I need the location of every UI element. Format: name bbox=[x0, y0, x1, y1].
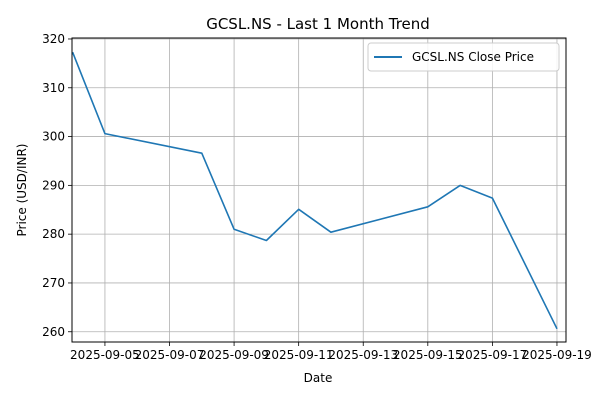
y-tick-label: 300 bbox=[42, 130, 65, 144]
data-point bbox=[427, 206, 429, 208]
data-point bbox=[265, 240, 267, 242]
y-tick-label: 270 bbox=[42, 276, 65, 290]
x-tick-label: 2025-09-07 bbox=[135, 348, 205, 362]
y-tick-label: 310 bbox=[42, 81, 65, 95]
series-layer bbox=[71, 51, 558, 330]
chart-title: GCSL.NS - Last 1 Month Trend bbox=[206, 15, 430, 33]
legend: GCSL.NS Close Price bbox=[367, 42, 560, 72]
x-tick-label: 2025-09-15 bbox=[393, 348, 463, 362]
y-axis-title: Price (USD/INR) bbox=[15, 144, 29, 237]
x-tick-label: 2025-09-09 bbox=[199, 348, 269, 362]
data-point bbox=[298, 208, 300, 210]
x-tick-label: 2025-09-19 bbox=[522, 348, 592, 362]
axes-frame bbox=[71, 37, 567, 343]
data-point bbox=[459, 184, 461, 186]
data-point bbox=[491, 197, 493, 199]
data-point bbox=[556, 328, 558, 330]
y-tick-label: 320 bbox=[42, 32, 65, 46]
x-tick-label: 2025-09-17 bbox=[458, 348, 528, 362]
legend-box bbox=[367, 42, 560, 72]
grid bbox=[72, 38, 566, 342]
x-tick-label: 2025-09-05 bbox=[70, 348, 140, 362]
y-tick-label: 260 bbox=[42, 325, 65, 339]
data-point bbox=[233, 228, 235, 230]
x-axis-title: Date bbox=[304, 371, 333, 385]
x-tick-label: 2025-09-11 bbox=[264, 348, 334, 362]
data-point bbox=[201, 152, 203, 154]
y-tick-label: 290 bbox=[42, 178, 65, 192]
legend-label: GCSL.NS Close Price bbox=[412, 50, 534, 64]
data-point bbox=[104, 133, 106, 135]
x-axis: 2025-09-052025-09-072025-09-092025-09-11… bbox=[70, 342, 592, 362]
y-tick-label: 280 bbox=[42, 227, 65, 241]
data-point bbox=[330, 231, 332, 233]
y-axis: 260 270 280 290 300 310 320 bbox=[42, 32, 72, 339]
series-line bbox=[71, 51, 558, 330]
x-tick-label: 2025-09-13 bbox=[328, 348, 398, 362]
